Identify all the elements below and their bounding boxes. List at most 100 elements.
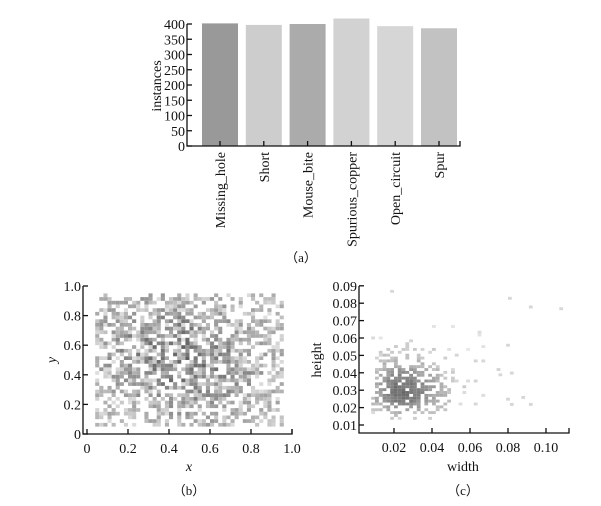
density-cell (416, 402, 421, 406)
density-cell (263, 326, 268, 331)
density-cell (271, 378, 276, 383)
density-cell (234, 356, 239, 360)
density-cell (140, 297, 145, 301)
density-cell (156, 404, 161, 409)
density-cell (267, 311, 272, 316)
density-cell (382, 399, 387, 403)
density-cell (115, 371, 120, 375)
density-cell (416, 353, 421, 357)
density-cell (528, 402, 533, 406)
density-cell (234, 382, 239, 386)
density-cell (222, 393, 227, 397)
density-cell (144, 374, 149, 379)
axes: 0 0.2 0.4 0.6 0.8 1.0 0 0.2 0.4 0.6 0.8 1.0 (64, 280, 301, 457)
heatmap-box-centers: 0 0.2 0.4 0.6 0.8 1.0 0 0.2 0.4 0.6 0.8 1.0 x y （b） (45, 280, 301, 498)
density-cell (238, 348, 243, 353)
density-cell (123, 348, 128, 353)
density-cell (193, 393, 198, 397)
density-cell (205, 352, 210, 357)
density-cell (386, 382, 391, 386)
density-cell (156, 326, 161, 331)
density-cell (107, 374, 112, 379)
density-cell (386, 385, 391, 389)
density-cell (226, 363, 231, 368)
density-cell (375, 402, 379, 406)
density-cell (205, 393, 210, 397)
density-cell (103, 311, 108, 316)
density-cell (205, 297, 210, 301)
density-cell (210, 371, 215, 375)
density-cell (164, 404, 169, 409)
density-cell (251, 371, 256, 375)
density-cell (371, 408, 375, 412)
density-cell (242, 393, 247, 397)
density-cell (238, 330, 243, 335)
density-cell (177, 326, 182, 331)
density-cell (189, 326, 194, 331)
density-cell (185, 411, 190, 416)
density-cell (439, 405, 444, 409)
density-cell (263, 397, 268, 401)
density-cell (226, 385, 231, 390)
density-cell (255, 367, 260, 372)
density-cell (119, 315, 124, 320)
density-cell (378, 336, 383, 340)
density-cell (405, 408, 410, 412)
density-cell (435, 376, 440, 380)
density-cell (197, 393, 202, 397)
density-cell (447, 391, 451, 394)
density-cell (255, 393, 260, 397)
density-cell (177, 419, 182, 423)
density-cell (169, 385, 174, 390)
density-cell (263, 319, 268, 323)
density-cell (413, 385, 417, 389)
density-cell (115, 311, 120, 316)
density-cell (136, 334, 141, 338)
density-cell (128, 363, 133, 368)
density-cell (382, 353, 387, 357)
density-cell (148, 371, 153, 375)
density-cell (177, 293, 182, 298)
density-cell (95, 382, 100, 386)
density-cell (181, 397, 186, 401)
density-cell (508, 296, 512, 300)
density-cell (128, 330, 133, 335)
density-cell (382, 388, 387, 392)
density-cell (201, 330, 206, 335)
density-cell (409, 379, 413, 383)
density-cell (506, 343, 510, 347)
density-cell (230, 419, 235, 423)
density-cell (271, 297, 276, 301)
density-cell (111, 308, 116, 312)
density-cell (271, 374, 276, 379)
density-cell (390, 350, 394, 354)
density-cell (420, 391, 425, 394)
density-cell (177, 311, 182, 316)
density-cell (132, 300, 137, 305)
y-tick-label: 100 (164, 110, 185, 125)
density-cell (123, 378, 128, 383)
density-cell (378, 393, 383, 397)
density-cell (386, 405, 391, 409)
density-cell (144, 297, 149, 301)
density-cell (128, 415, 133, 420)
y-tick-label: 0.06 (333, 332, 358, 347)
density-cell (173, 315, 178, 320)
density-cell (181, 323, 186, 327)
density-cell (401, 393, 406, 397)
density-cell (164, 348, 169, 353)
density-cell (99, 330, 104, 335)
density-cell (394, 362, 398, 366)
density-cell (259, 371, 264, 375)
density-cell (197, 422, 202, 427)
density-cell (279, 337, 284, 342)
density-cell (185, 367, 190, 372)
density-cell (169, 319, 174, 323)
density-cell (251, 367, 256, 372)
y-tick-label: 250 (164, 64, 185, 79)
density-cell (173, 304, 178, 309)
density-cell (405, 345, 410, 349)
density-cell (246, 293, 251, 298)
density-cell (156, 419, 161, 423)
density-cell (375, 391, 379, 394)
